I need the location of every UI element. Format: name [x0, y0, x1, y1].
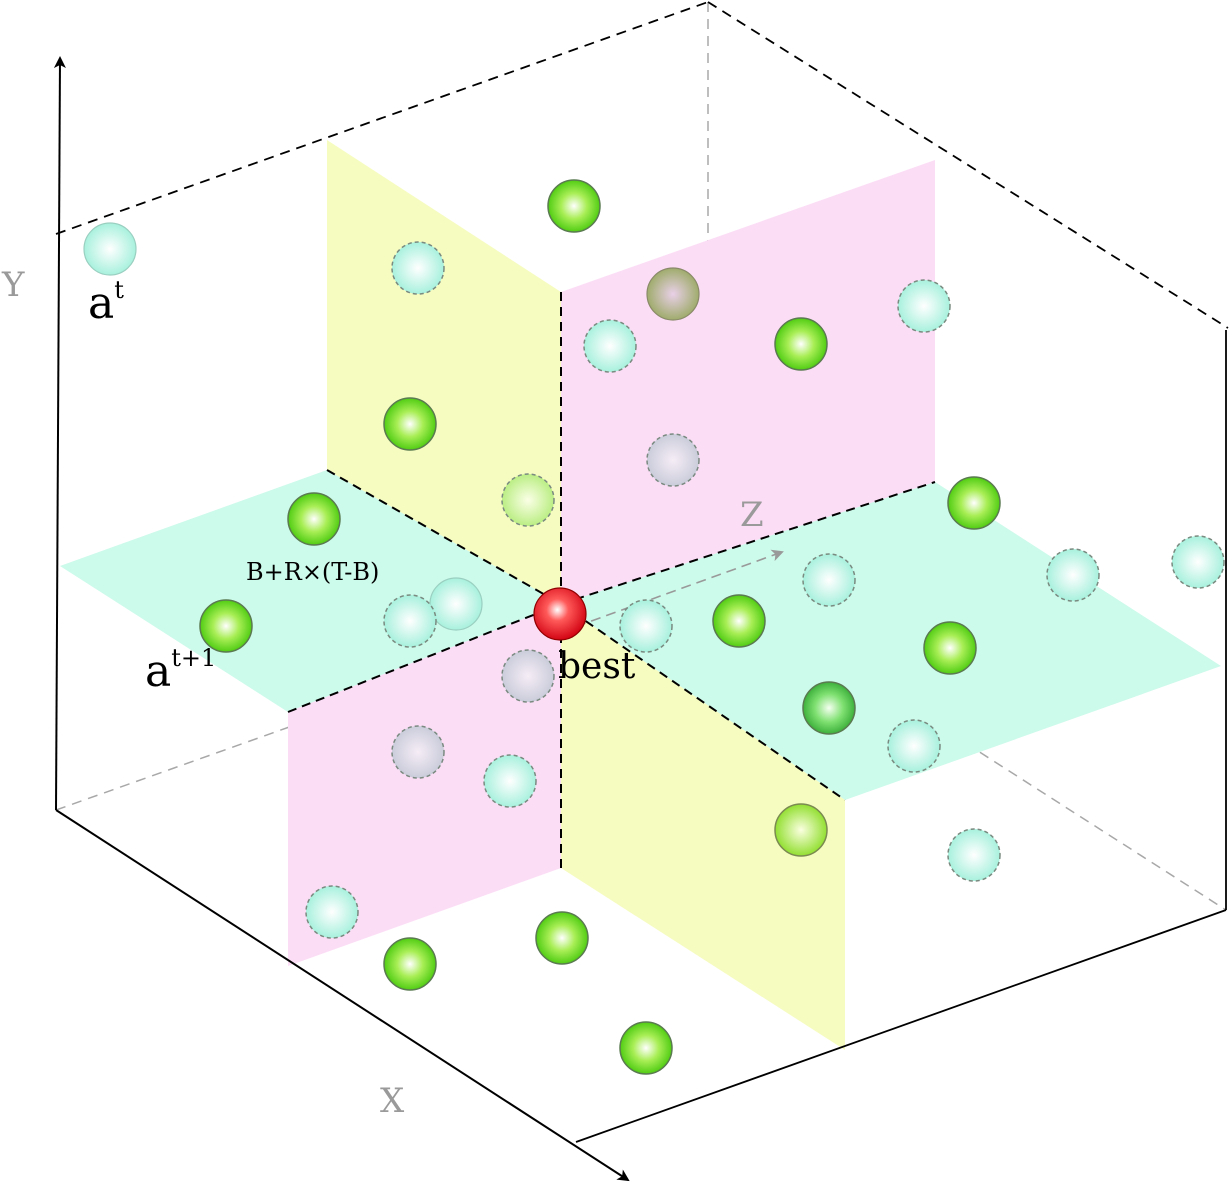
sphere-olive [646, 267, 700, 321]
sphere-green [535, 911, 589, 965]
top-edge-left [55, 1, 709, 235]
z-axis-label: Z [740, 495, 764, 535]
sphere-green [287, 492, 341, 546]
sphere-green [923, 621, 977, 675]
top-edge-right [707, 1, 1229, 329]
top-box-edges [55, 1, 1229, 329]
sphere-cyan-dashed [305, 885, 359, 939]
plane-intersection-lines [287, 292, 936, 868]
sphere-green [947, 476, 1001, 530]
sphere-cyan [429, 577, 483, 631]
sphere-cyan-dashed [619, 599, 673, 653]
sphere-cyan-dashed [1046, 548, 1100, 602]
sphere-green [383, 937, 437, 991]
label-a-t-base: a [88, 278, 114, 329]
sphere-yellow-green [774, 803, 828, 857]
sphere-cyan-dashed [897, 279, 951, 333]
x-axis-arrow [55, 809, 630, 1182]
label-a-t1: at+1 [145, 644, 216, 697]
sphere-best-red [533, 587, 587, 641]
plane-yellow-back [327, 140, 561, 604]
sphere-gray-dashed [391, 725, 445, 779]
sphere-pale-green-dashed [501, 473, 555, 527]
plane-yellow-front [561, 604, 845, 1050]
label-best: best [558, 646, 636, 687]
spheres [83, 179, 1225, 1075]
plane-pink-back [561, 160, 935, 604]
sphere-cyan [83, 222, 137, 276]
sphere-green [712, 594, 766, 648]
edge-front-bottom [575, 909, 1227, 1143]
sphere-gray-dashed [646, 433, 700, 487]
sphere-green-dark [802, 681, 856, 735]
sphere-cyan-dashed [391, 241, 445, 295]
sphere-green [383, 397, 437, 451]
label-a-t1-base: a [145, 646, 171, 697]
intersection-front-right [560, 603, 846, 801]
plane-pink-front [288, 604, 561, 966]
label-a-t: at [88, 276, 124, 329]
intersection-front-left [287, 603, 562, 713]
sphere-gray-dashed [501, 649, 555, 703]
sphere-cyan-dashed [1171, 535, 1225, 589]
sphere-green [619, 1021, 673, 1075]
label-formula: B+R×(T-B) [246, 558, 379, 586]
label-a-t1-sup: t+1 [171, 644, 216, 672]
label-a-t-sup: t [114, 276, 124, 304]
sphere-cyan-dashed [483, 754, 537, 808]
sphere-green [199, 599, 253, 653]
sphere-green [547, 179, 601, 233]
z-axis-arrow [560, 549, 784, 633]
x-axis-label: X [380, 1081, 405, 1121]
solid-box-edges [575, 330, 1227, 1143]
sphere-cyan-dashed [383, 594, 437, 648]
sphere-cyan-dashed [947, 828, 1001, 882]
sphere-green [774, 317, 828, 371]
sphere-cyan-dashed [887, 719, 941, 773]
y-axis-label: Y [1, 265, 25, 305]
sphere-cyan-dashed [583, 319, 637, 373]
y-axis-arrow [53, 56, 66, 811]
intersection-back-right [560, 481, 936, 605]
sphere-cyan-dashed [802, 553, 856, 607]
